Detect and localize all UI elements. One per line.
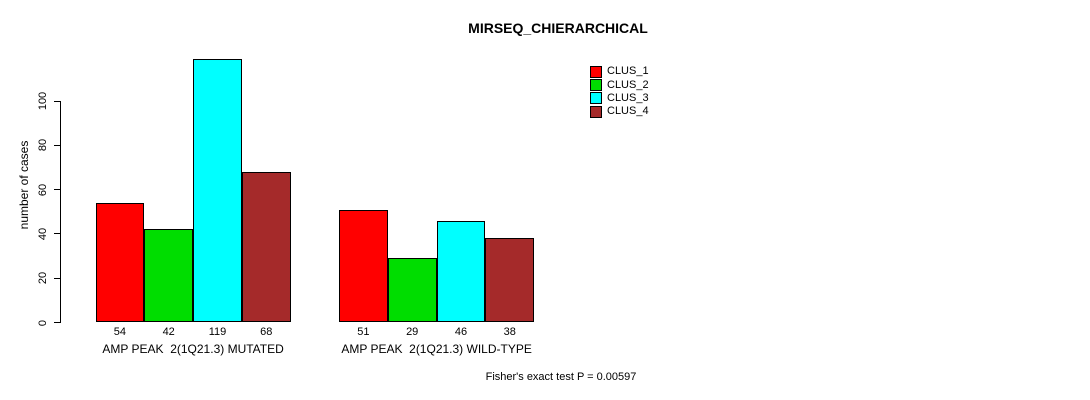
bar-clus_3-group1 (193, 58, 242, 323)
y-tick-label: 40 (37, 227, 49, 241)
bar-value-label: 68 (260, 326, 273, 338)
legend-item-label: CLUS_2 (607, 78, 649, 91)
bar-clus_4-group2 (485, 238, 535, 323)
legend-swatch-icon (590, 105, 602, 118)
fisher-test-annotation: Fisher's exact test P = 0.00597 (485, 371, 637, 383)
bar-clus_2-group1 (144, 229, 194, 323)
bar-clus_2-group2 (387, 258, 437, 323)
y-tick-label: 0 (37, 319, 49, 326)
y-tick-label: 20 (37, 272, 49, 285)
y-tick-mark (54, 144, 60, 146)
bar-value-label: 119 (208, 326, 227, 338)
category-label-group2: AMP PEAK 2(1Q21.3) WILD-TYPE (341, 342, 532, 356)
bar-value-label: 29 (406, 326, 419, 338)
legend-swatch-icon (590, 65, 602, 78)
legend-item-label: CLUS_3 (607, 91, 649, 104)
bar-value-label: 46 (454, 326, 468, 338)
bar-clus_3-group2 (436, 220, 486, 323)
y-tick-mark (54, 277, 60, 279)
legend: CLUS_1 CLUS_2 CLUS_3 CLUS_4 (590, 65, 649, 119)
legend-item-clus_1: CLUS_1 (590, 65, 649, 78)
y-axis-title: number of cases (17, 140, 31, 230)
y-tick-label: 100 (37, 91, 49, 111)
category-label-group1: AMP PEAK 2(1Q21.3) MUTATED (102, 342, 284, 356)
legend-swatch-icon (590, 79, 602, 92)
y-tick-mark (54, 189, 60, 191)
legend-item-clus_3: CLUS_3 (590, 92, 649, 105)
legend-item-clus_4: CLUS_4 (590, 105, 649, 118)
chart-title: MIRSEQ_CHIERARCHICAL (468, 20, 648, 36)
y-tick-label: 60 (37, 183, 49, 196)
bar-value-label: 38 (503, 326, 516, 338)
y-axis-line (60, 101, 61, 323)
legend-item-clus_2: CLUS_2 (590, 78, 649, 92)
legend-item-label: CLUS_4 (607, 105, 649, 118)
bar-value-label: 54 (113, 326, 127, 338)
y-tick-mark (54, 100, 60, 102)
y-tick-mark (54, 233, 60, 235)
legend-item-label: CLUS_1 (607, 65, 649, 78)
legend-swatch-icon (590, 92, 602, 105)
bar-value-label: 51 (357, 326, 370, 338)
bar-clus_1-group1 (95, 202, 145, 323)
bar-value-label: 42 (162, 326, 175, 338)
bar-clus_4-group1 (241, 171, 291, 323)
y-tick-mark (54, 322, 60, 323)
bar-clus_1-group2 (339, 209, 388, 323)
y-tick-label: 80 (37, 139, 49, 152)
